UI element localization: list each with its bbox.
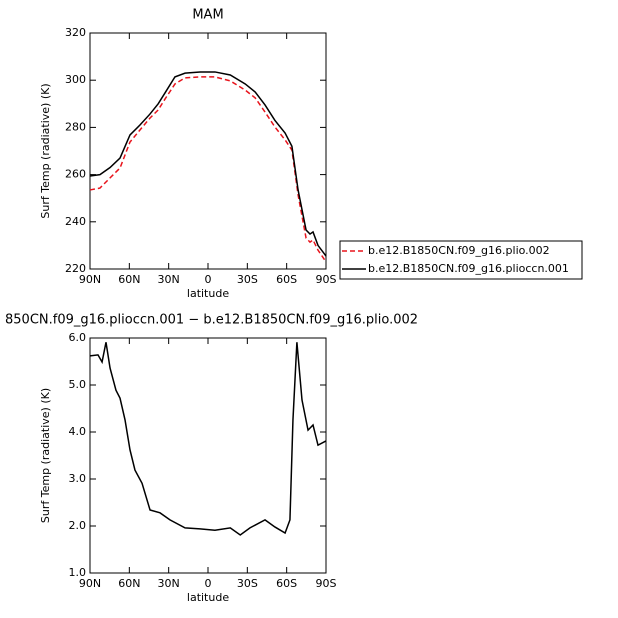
y-tick-label: 280	[65, 120, 86, 133]
x-tick-label: 60S	[276, 577, 297, 590]
y-axis-label: Surf Temp (radiative) (K)	[39, 83, 52, 218]
x-axis-label: latitude	[187, 591, 229, 604]
data-line	[89, 76, 327, 263]
legend-box	[339, 240, 583, 280]
plot-frame	[89, 32, 327, 270]
y-tick-label: 6.0	[69, 331, 87, 344]
y-tick-label: 260	[65, 168, 86, 181]
y-tick-label: 5.0	[69, 378, 87, 391]
y-tick-label: 320	[65, 26, 86, 39]
y-tick-label: 4.0	[69, 425, 87, 438]
y-tick-label: 300	[65, 73, 86, 86]
x-tick-label: 90N	[79, 577, 101, 590]
y-tick-label: 220	[65, 262, 86, 275]
chart-title: MAM	[192, 8, 223, 23]
x-tick-label: 0	[205, 273, 212, 286]
x-tick-label: 90N	[79, 273, 101, 286]
y-tick-label: 1.0	[69, 566, 87, 579]
x-tick-label: 30S	[237, 273, 258, 286]
y-axis-label: Surf Temp (radiative) (K)	[39, 388, 52, 523]
legend-label: b.e12.B1850CN.f09_g16.plioccn.001	[368, 262, 569, 275]
data-line	[89, 71, 327, 257]
x-tick-label: 90S	[316, 273, 337, 286]
x-tick-label: 0	[205, 577, 212, 590]
x-tick-label: 30S	[237, 577, 258, 590]
x-axis-label: latitude	[187, 287, 229, 300]
x-tick-label: 60N	[118, 577, 140, 590]
x-tick-label: 30N	[158, 273, 180, 286]
chart-title: 850CN.f09_g16.plioccn.001 − b.e12.B1850C…	[5, 313, 418, 328]
data-line	[89, 342, 327, 536]
x-tick-label: 60N	[118, 273, 140, 286]
x-tick-label: 30N	[158, 577, 180, 590]
y-tick-label: 240	[65, 215, 86, 228]
x-tick-label: 90S	[316, 577, 337, 590]
legend-label: b.e12.B1850CN.f09_g16.plio.002	[368, 244, 550, 257]
y-tick-label: 3.0	[69, 472, 87, 485]
y-tick-label: 2.0	[69, 519, 87, 532]
plot-frame	[89, 337, 327, 574]
x-tick-label: 60S	[276, 273, 297, 286]
